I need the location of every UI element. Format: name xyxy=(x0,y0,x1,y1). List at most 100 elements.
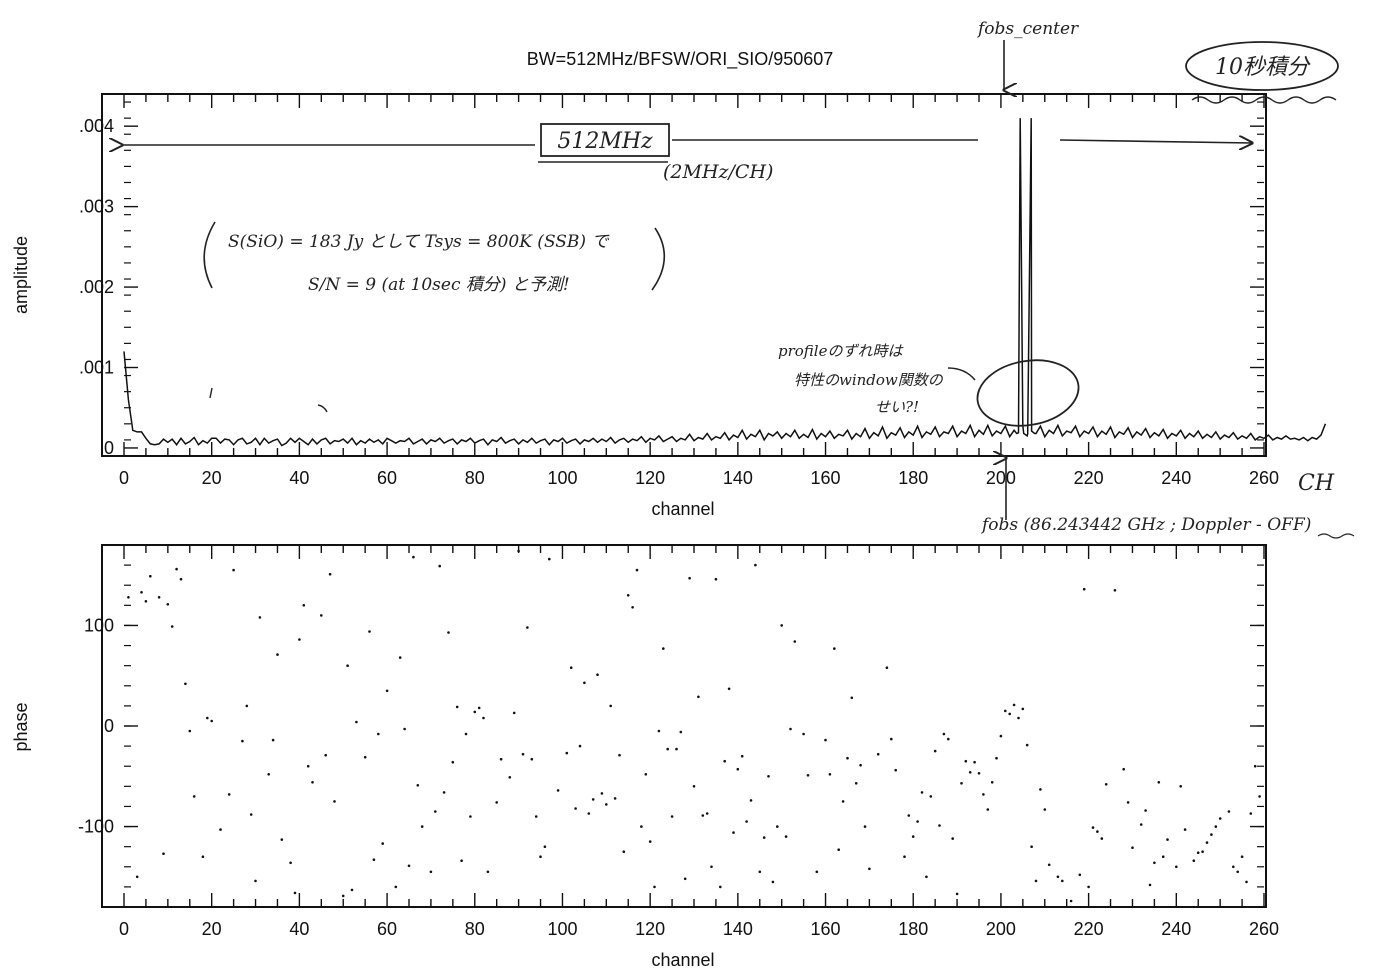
phase-point xyxy=(697,695,700,699)
ch-unit-note: CH xyxy=(1298,471,1335,496)
phase-point xyxy=(324,753,328,757)
phase-point xyxy=(157,596,161,599)
phase-point xyxy=(1153,861,1156,865)
phase-point xyxy=(394,885,398,889)
phase-point xyxy=(679,730,683,734)
phase-point xyxy=(201,855,205,858)
profile-note-pointer xyxy=(947,367,976,381)
x-tick-label: 80 xyxy=(465,919,485,939)
phase-point xyxy=(429,870,433,874)
phase-point xyxy=(521,752,525,756)
phase-point xyxy=(341,894,345,898)
y-tick-label: -100 xyxy=(78,817,114,837)
phase-point xyxy=(517,549,520,553)
phase-point xyxy=(1126,801,1130,804)
phase-point xyxy=(916,820,919,823)
y-tick-label: .002 xyxy=(79,277,114,297)
phase-point xyxy=(876,752,880,756)
y-tick-label: 0 xyxy=(104,716,114,736)
phase-point xyxy=(745,820,748,823)
phase-point xyxy=(1240,855,1244,858)
phase-point xyxy=(653,885,656,889)
phase-point xyxy=(631,606,634,609)
x-tick-label: 120 xyxy=(635,468,665,488)
phase-point xyxy=(964,759,968,763)
phase-point xyxy=(1227,810,1231,813)
phase-point xyxy=(951,837,954,840)
phase-point xyxy=(179,577,183,581)
phase-point xyxy=(587,812,591,815)
phase-point xyxy=(447,631,450,634)
phase-point xyxy=(850,696,854,700)
phase-point xyxy=(184,682,187,686)
phase-point xyxy=(776,825,779,828)
phase-point xyxy=(298,638,301,641)
x-tick-label: 140 xyxy=(723,468,753,488)
phase-point xyxy=(1175,865,1178,869)
x-tick-label: 120 xyxy=(635,919,665,939)
phase-point xyxy=(942,732,946,736)
amplitude-series xyxy=(123,118,1327,447)
amplitude-y-axis-label: amplitude xyxy=(11,236,31,314)
phase-point xyxy=(806,774,810,777)
phase-point xyxy=(473,710,477,714)
integration-time-note: 10秒積分 xyxy=(1215,55,1311,80)
phase-point xyxy=(210,719,213,723)
profile-circle xyxy=(976,359,1080,427)
phase-point xyxy=(499,757,503,761)
x-tick-label: 220 xyxy=(1074,919,1104,939)
phase-point xyxy=(556,789,560,792)
phase-point xyxy=(657,729,661,733)
amplitude-panel: 0 20 40 60 80 100 120 140 160 180 200 220 240 260 0 .0… xyxy=(11,93,1327,519)
phase-point xyxy=(320,614,323,617)
phase-point xyxy=(508,776,512,779)
phase-point xyxy=(276,653,279,656)
phase-point xyxy=(482,716,485,720)
phase-point xyxy=(1253,764,1257,768)
phase-point xyxy=(600,792,604,795)
phase-point xyxy=(802,732,805,736)
phase-point xyxy=(477,706,481,710)
phase-point xyxy=(688,576,691,580)
phase-point xyxy=(977,772,981,775)
phase-point xyxy=(995,756,998,760)
phase-point xyxy=(793,640,797,643)
phase-point xyxy=(960,782,963,785)
phase-point xyxy=(903,855,906,858)
x-tick-label: 60 xyxy=(377,468,397,488)
bandwidth-arrow-right xyxy=(1059,140,1252,143)
phase-point xyxy=(188,729,192,733)
x-tick-label: 240 xyxy=(1161,468,1191,488)
phase-point xyxy=(434,810,437,813)
phase-scatter-points xyxy=(127,549,1261,903)
phase-point xyxy=(1078,873,1082,877)
phase-point xyxy=(1061,879,1064,883)
phase-point xyxy=(355,720,358,724)
phase-point xyxy=(662,647,665,650)
phase-point xyxy=(1161,855,1165,858)
x-tick-label: 240 xyxy=(1161,919,1191,939)
phase-point xyxy=(1144,809,1147,812)
x-tick-label: 100 xyxy=(547,468,577,488)
phase-point xyxy=(271,738,275,742)
integration-underline xyxy=(1191,96,1337,104)
phase-point xyxy=(381,842,385,845)
x-tick-label: 0 xyxy=(119,468,129,488)
phase-point xyxy=(1021,707,1025,711)
phase-point xyxy=(1236,870,1239,874)
phase-point xyxy=(1087,885,1090,889)
phase-point xyxy=(227,793,231,796)
phase-point xyxy=(1210,833,1213,836)
phase-point xyxy=(670,815,674,818)
phase-point xyxy=(1008,712,1011,716)
phase-point xyxy=(328,572,332,576)
amplitude-x-tick-labels: 0 20 40 60 80 100 120 140 160 180 200 220 240 260 xyxy=(119,468,1279,488)
phase-point xyxy=(539,855,542,858)
phase-point xyxy=(732,831,735,834)
x-tick-label: 40 xyxy=(289,919,309,939)
phase-point xyxy=(947,737,950,741)
profile-note-line1: profileのずれ時は xyxy=(778,342,903,360)
phase-point xyxy=(727,687,731,691)
estimate-bracket-right xyxy=(651,227,666,291)
phase-point xyxy=(578,744,582,748)
